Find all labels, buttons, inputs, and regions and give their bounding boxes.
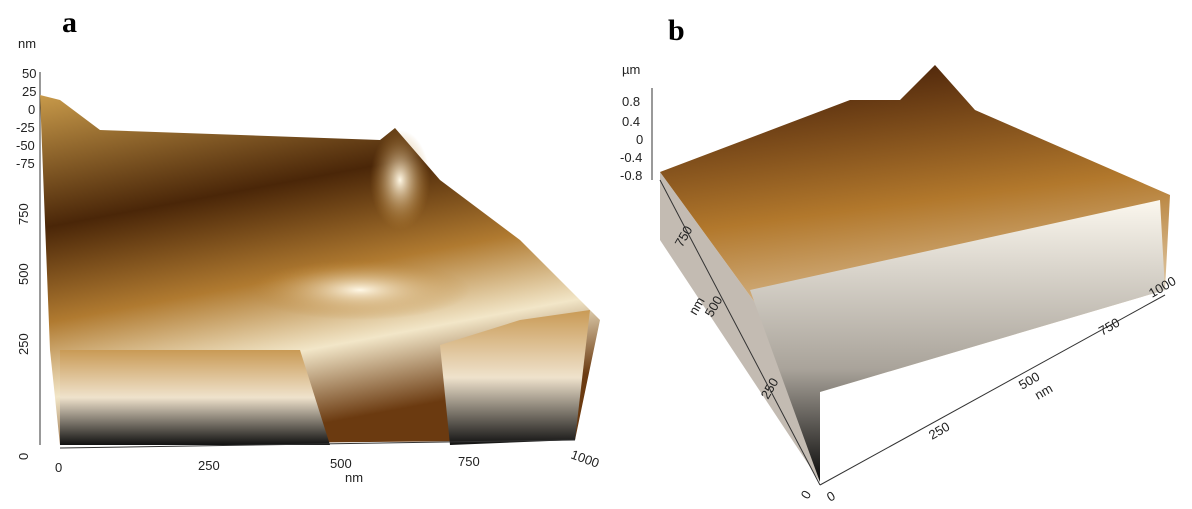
x-tick: 750 bbox=[458, 454, 480, 469]
z-tick: 0 bbox=[28, 102, 35, 117]
z-unit: nm bbox=[18, 36, 36, 51]
highlight bbox=[370, 130, 430, 230]
panel-b: b µm 0.8 0.4 0 -0.4 -0.8 750 500 nm 250 … bbox=[620, 14, 1179, 505]
z-tick: 0.8 bbox=[622, 94, 640, 109]
panel-label: a bbox=[62, 6, 77, 39]
z-tick: -75 bbox=[16, 156, 35, 171]
y-tick: 0 bbox=[798, 488, 815, 502]
z-tick: 0.4 bbox=[622, 114, 640, 129]
y-tick: 750 bbox=[16, 203, 31, 225]
x-tick: 0 bbox=[824, 488, 838, 505]
y-tick: 500 bbox=[16, 263, 31, 285]
highlight bbox=[250, 260, 470, 320]
z-tick: 0 bbox=[636, 132, 643, 147]
x-tick: 500 bbox=[330, 456, 352, 471]
figure: a nm 50 25 0 -25 -50 -75 750 500 250 0 0… bbox=[0, 0, 1192, 509]
x-tick: 750 bbox=[1096, 315, 1122, 339]
z-tick: -50 bbox=[16, 138, 35, 153]
x-tick: 250 bbox=[926, 419, 952, 443]
x-tick: 1000 bbox=[569, 447, 601, 471]
z-unit: µm bbox=[622, 62, 640, 77]
x-tick: 250 bbox=[198, 458, 220, 473]
z-tick: -0.4 bbox=[620, 150, 642, 165]
z-tick: -0.8 bbox=[620, 168, 642, 183]
z-tick: -25 bbox=[16, 120, 35, 135]
front-face bbox=[60, 350, 330, 445]
y-tick: 250 bbox=[16, 333, 31, 355]
x-tick: 0 bbox=[55, 460, 62, 475]
panel-label: b bbox=[668, 14, 685, 47]
z-tick: 25 bbox=[22, 84, 36, 99]
x-unit: nm bbox=[345, 470, 363, 485]
panel-a: a nm 50 25 0 -25 -50 -75 750 500 250 0 0… bbox=[16, 6, 601, 485]
y-tick: 0 bbox=[16, 453, 31, 460]
z-tick: 50 bbox=[22, 66, 36, 81]
